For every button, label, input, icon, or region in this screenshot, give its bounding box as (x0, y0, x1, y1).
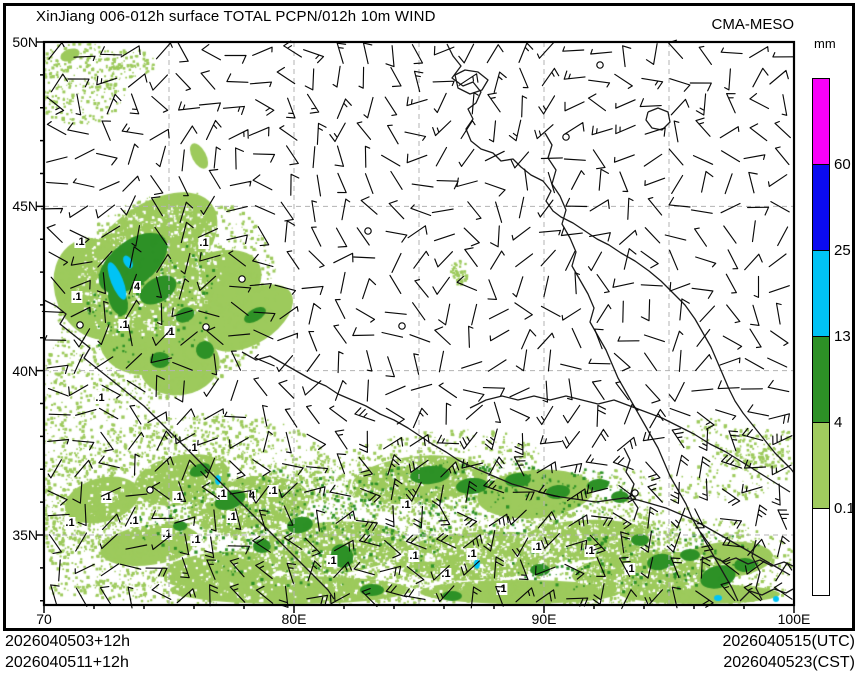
precip-contour-label: .1 (466, 548, 478, 560)
precip-contour-label: .1 (172, 491, 184, 503)
precip-contour-label: .1 (226, 511, 238, 523)
precip-contour-label: .1 (161, 528, 173, 540)
precip-contour-label: .1 (94, 392, 106, 404)
lon-tick-label: 80E (281, 611, 307, 627)
colorbar-segment (812, 508, 830, 596)
precip-contour-label: 4 (132, 281, 142, 293)
init-time-line-2: 2026040511+12h (5, 654, 129, 671)
precip-contour-label: .1 (164, 326, 176, 338)
lat-tick-label: 50N (12, 34, 38, 50)
init-time-line-1: 2026040503+12h (5, 633, 131, 650)
precip-contour-label: .1 (216, 488, 228, 500)
precip-contour-label: .1 (584, 545, 596, 557)
valid-time-cst: 2026040523(CST) (723, 654, 855, 671)
valid-time-utc: 2026040515(UTC) (722, 633, 855, 650)
precip-contour-label: .1 (64, 517, 76, 529)
outer-frame (3, 3, 855, 631)
precip-contour-label: .1 (187, 442, 199, 454)
colorbar-segment (812, 164, 830, 252)
precip-contour-label: .1 (190, 534, 202, 546)
colorbar-segment (812, 78, 830, 166)
lat-tick-label: 40N (12, 362, 38, 379)
precip-contour-label: .1 (440, 568, 452, 580)
precip-contour-label: .1 (408, 550, 420, 562)
lon-tick-label: 90E (531, 611, 557, 627)
precip-contour-label: .1 (71, 291, 83, 303)
model-name-label: CMA-MESO (711, 16, 795, 33)
precip-contour-label: 4 (247, 490, 257, 502)
colorbar-segment (812, 422, 830, 510)
lat-tick-label: 45N (12, 198, 38, 215)
precip-contour-label: .1 (624, 563, 636, 575)
colorbar-segment (812, 250, 830, 338)
lon-tick-label: 70 (36, 611, 52, 627)
precip-contour-label: .1 (400, 499, 412, 511)
precip-contour-label: .1 (128, 515, 140, 527)
colorbar-level-label: 4 (834, 414, 843, 431)
colorbar-units-label: mm (814, 36, 836, 51)
precip-contour-label: .1 (496, 583, 508, 595)
colorbar-level-label: 13 (834, 328, 851, 345)
precip-contour-label: .1 (267, 485, 279, 497)
precip-contour-label: .1 (531, 541, 543, 553)
precip-contour-label: .1 (101, 491, 113, 503)
lat-tick-label: 35N (12, 527, 38, 543)
colorbar-level-label: 25 (834, 242, 851, 259)
chart-title: XinJiang 006-012h surface TOTAL PCPN/012… (36, 8, 436, 25)
precip-contour-label: .1 (74, 236, 86, 248)
lon-tick-label: 100E (777, 611, 811, 627)
colorbar-segment (812, 336, 830, 424)
precip-contour-label: .1 (118, 319, 130, 331)
precip-contour-label: .1 (198, 237, 210, 249)
colorbar-level-label: 60 (834, 156, 851, 173)
precip-contour-label: .1 (326, 555, 338, 567)
colorbar-level-label: 0.1 (834, 500, 855, 517)
